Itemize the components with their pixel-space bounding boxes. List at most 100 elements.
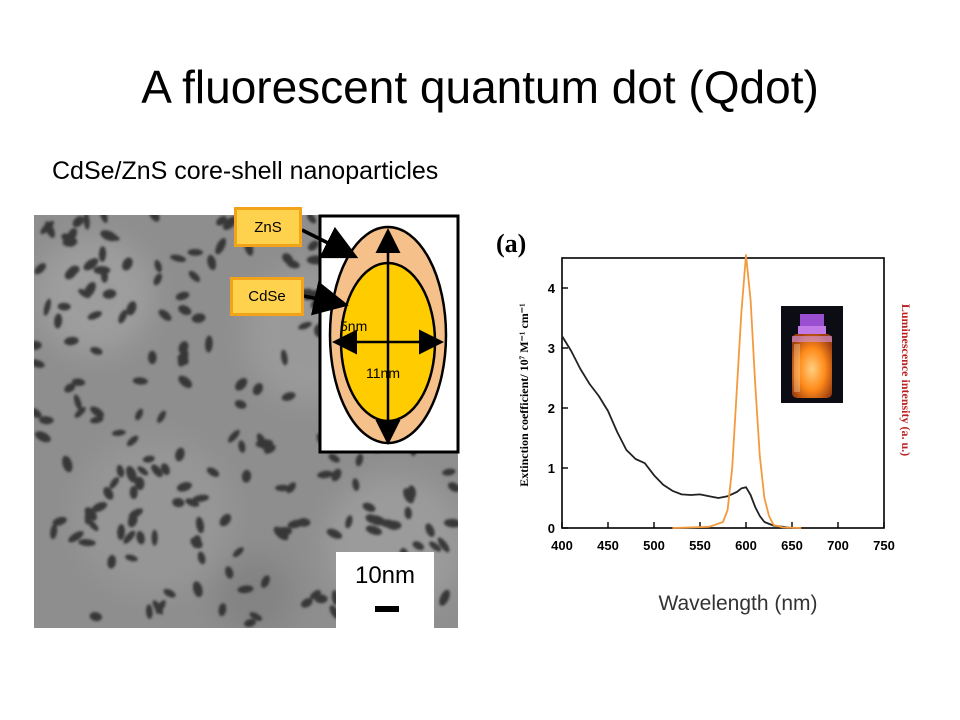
slide-title: A fluorescent quantum dot (Qdot) [141,61,819,113]
tem-particle [222,216,237,231]
tem-particle [188,270,201,282]
chart-axes [561,257,885,529]
tem-particle [244,619,256,627]
tem-particle [157,410,166,423]
tem-particle [310,589,321,600]
tem-particle [50,524,58,540]
tem-particle [154,259,162,273]
tem-particle [187,248,203,256]
tem-particle [132,377,148,385]
y-tick-label: 4 [548,281,556,296]
tem-particle [241,469,252,483]
tem-particle [68,531,84,543]
tem-particle [306,215,317,224]
panel-label: (a) [496,229,526,258]
tem-particle [34,359,45,368]
tem-particle [84,282,96,298]
scale-bar [375,606,399,612]
tem-particle [218,603,227,617]
tem-particle [54,313,63,329]
y-tick-label: 0 [548,521,555,536]
y-axis-left-label: Extinction coefficient/ 10⁷ M⁻¹ cm⁻¹ [517,303,531,487]
tem-particle [404,506,412,520]
tem-particle [83,258,99,271]
tem-particle [275,526,293,537]
tem-particle [98,246,107,262]
tem-particle [61,233,78,245]
tem-particle [177,349,189,367]
tem-particle [74,406,86,418]
tem-particle [145,604,153,619]
tem-particle [137,466,149,476]
tem-particle [126,301,137,316]
tem-particle [151,464,163,478]
tem-particle [34,340,42,350]
tem-particle [191,313,206,323]
tem-particle [286,482,296,494]
tem-particle [118,309,128,324]
tem-particle [72,216,84,228]
tem-particle [219,513,232,527]
tem-particle [64,336,79,346]
tem-particle [123,530,136,544]
tem-particle [447,482,458,492]
tem-particle [317,470,334,479]
tem-particle [112,429,126,436]
tem-particle [185,498,200,507]
tem-particle [281,392,296,401]
y-tick-label: 2 [548,401,555,416]
tem-particle [425,523,435,537]
tem-particle [216,215,227,226]
y-axis-right-label: Luminescence intensity (a. u.) [899,304,913,456]
y-tick-label: 1 [548,461,555,476]
tem-particle [160,463,170,476]
tem-particle [345,515,353,529]
tem-particle [172,497,185,508]
tem-particle [142,455,155,463]
tem-particle [34,407,42,419]
tem-particle [135,408,144,421]
tem-particle [326,528,343,539]
tem-particle [102,289,117,299]
tem-particle [87,519,99,532]
cdse-label: CdSe [230,277,304,316]
tem-particle [136,530,145,545]
tem-particle [437,537,450,553]
chart-series [561,254,802,529]
tem-particle [314,594,328,604]
tem-particle [175,447,185,462]
tem-particle [442,468,456,476]
tem-particle [205,335,213,353]
tem-particle [280,349,288,366]
tem-particle [215,238,227,255]
tem-particle [125,554,138,562]
tem-particle [287,519,304,529]
tem-particle [362,502,376,512]
tem-particle [39,416,54,425]
x-tick-label: 600 [735,538,757,553]
tem-particle [52,516,67,526]
scale-bar-label: 10nm [354,562,416,589]
tem-particle [163,588,176,598]
tem-particle [87,311,102,320]
tem-particle [365,514,378,524]
tem-particle [176,482,192,492]
tem-particle [260,575,270,588]
tem-particle [192,494,210,502]
x-tick-label: 400 [551,538,573,553]
tem-particle [439,589,450,606]
tem-particle [43,298,51,316]
tem-particle [331,468,342,482]
tem-particle [148,215,160,222]
tem-particle [170,254,187,262]
tem-particle [90,346,103,355]
tem-particle [403,488,415,504]
tem-particle [34,263,46,275]
tem-particle [83,215,90,230]
luminescence-curve [672,254,802,529]
absorption-curve [561,335,793,529]
tem-particle [93,265,111,275]
tem-particle [117,524,126,541]
qdot-vial-photo [781,306,843,403]
tem-particle [228,429,240,443]
